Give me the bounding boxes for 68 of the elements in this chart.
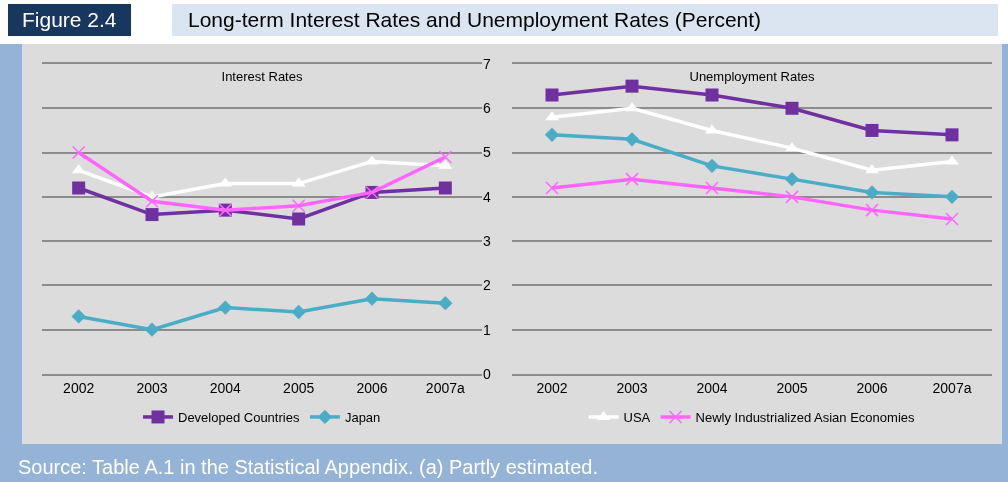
point (945, 128, 959, 142)
point (705, 124, 719, 134)
x-tick-label: 2006 (356, 379, 388, 396)
point (291, 304, 306, 320)
point (624, 132, 640, 147)
point (438, 181, 452, 195)
point (545, 111, 559, 121)
point (438, 295, 453, 311)
point (364, 291, 380, 306)
point (864, 185, 880, 200)
point (544, 127, 560, 143)
y-tick-label: 7 (483, 55, 491, 72)
point (945, 155, 959, 165)
point (71, 145, 86, 160)
point (865, 123, 879, 137)
point (145, 208, 159, 222)
x-tick-label: 2004 (209, 379, 242, 396)
y-tick-label: 3 (483, 233, 491, 250)
point (865, 164, 879, 174)
text: Unemployment Rates (689, 69, 815, 85)
point (704, 158, 720, 174)
point (144, 322, 160, 337)
x-tick-label: 2004 (696, 379, 728, 396)
point (438, 150, 453, 164)
point (785, 142, 799, 152)
point (945, 212, 959, 226)
point (625, 172, 639, 186)
x-tick-label: 2003 (136, 379, 168, 396)
point (865, 203, 879, 217)
point (71, 309, 86, 324)
point (545, 88, 559, 102)
point (292, 212, 306, 226)
x-tick-label: 2003 (616, 379, 648, 396)
x-tick-label: 2002 (536, 379, 568, 396)
caption: Figure 2.4 (8, 4, 131, 36)
legend-label: Newly Industrialized Asian Economies (695, 410, 915, 426)
point (365, 155, 379, 165)
text: Long-term Interest Rates and Unemployment Rates (Percent) (172, 4, 998, 36)
point (944, 189, 960, 205)
point (784, 171, 800, 187)
x-tick-label: 2007a (932, 379, 972, 396)
y-tick-label: 2 (483, 277, 491, 294)
point (145, 194, 159, 209)
point (72, 181, 86, 195)
point (545, 181, 559, 195)
legend-label: Developed Countries (178, 410, 300, 426)
point (785, 101, 799, 115)
point (705, 181, 719, 195)
y-tick-label: 6 (483, 100, 491, 117)
x-tick-label: 2005 (776, 379, 808, 396)
source-note: Source: Table A.1 in the Statistical Appendix. (a) Partly estimated. (18, 456, 598, 479)
y-tick-label: 0 (483, 365, 491, 382)
x-tick-label: 2002 (63, 379, 95, 396)
y-tick-label: 4 (483, 188, 491, 205)
point (785, 190, 799, 204)
legend-label: USA (623, 410, 651, 426)
x-tick-label: 2007a (425, 379, 466, 396)
point (625, 102, 639, 112)
point (218, 300, 233, 315)
point (625, 79, 639, 93)
point (705, 88, 719, 102)
y-tick-label: 5 (483, 144, 491, 161)
text: Interest Rates (221, 69, 303, 85)
x-tick-label: 2005 (283, 379, 315, 396)
legend-label: Japan (344, 410, 381, 426)
y-tick-label: 1 (483, 321, 491, 338)
point (291, 198, 306, 213)
x-tick-label: 2006 (856, 379, 888, 396)
